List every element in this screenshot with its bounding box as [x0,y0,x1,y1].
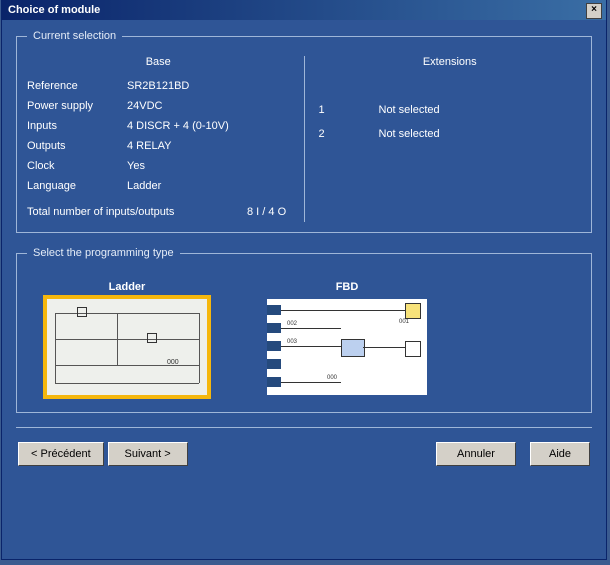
value-language: Ladder [127,176,290,196]
value-reference: SR2B121BD [127,76,290,96]
value-clock: Yes [127,156,290,176]
label-reference: Reference [27,76,127,96]
option-fbd[interactable]: FBD 002 [267,281,427,398]
base-column: Base Reference SR2B121BD Power supply 24… [27,56,290,222]
option-fbd-label: FBD [267,281,427,293]
close-icon[interactable]: × [586,3,602,19]
value-totals: 8 I / 4 O [247,202,290,222]
programming-type-legend: Select the programming type [27,247,180,259]
label-inputs: Inputs [27,116,127,136]
ladder-tag: 000 [167,359,179,366]
label-totals: Total number of inputs/outputs [27,202,247,222]
current-selection-legend: Current selection [27,30,122,42]
module-wizard-window: Choice of module × Current selection Bas… [1,0,607,560]
row-reference: Reference SR2B121BD [27,76,290,96]
help-button[interactable]: Aide [530,442,590,466]
fbd-thumbnail[interactable]: 002 003 000 001 [267,299,427,395]
wizard-button-row: < Précédent Suivant > Annuler Aide [16,438,592,466]
extension-row-2: 2 Not selected [319,122,582,146]
extension-row-1: 1 Not selected [319,98,582,122]
extension-2-index: 2 [319,122,379,146]
ladder-thumbnail[interactable]: 000 [47,299,207,395]
wizard-separator [16,427,592,428]
programming-type-group: Select the programming type Ladder [16,247,592,413]
value-power-supply: 24VDC [127,96,290,116]
row-inputs: Inputs 4 DISCR + 4 (0-10V) [27,116,290,136]
next-button[interactable]: Suivant > [108,442,188,466]
cancel-button[interactable]: Annuler [436,442,516,466]
label-language: Language [27,176,127,196]
label-power-supply: Power supply [27,96,127,116]
label-outputs: Outputs [27,136,127,156]
value-inputs: 4 DISCR + 4 (0-10V) [127,116,290,136]
row-outputs: Outputs 4 RELAY [27,136,290,156]
title-bar: Choice of module × [2,0,606,20]
current-selection-group: Current selection Base Reference SR2B121… [16,30,592,233]
row-clock: Clock Yes [27,156,290,176]
extensions-header: Extensions [319,56,582,68]
value-outputs: 4 RELAY [127,136,290,156]
row-language: Language Ladder [27,176,290,196]
extensions-column: Extensions 1 Not selected 2 Not selected [319,56,582,222]
base-header: Base [27,56,290,68]
prev-button[interactable]: < Précédent [18,442,104,466]
column-divider [304,56,305,222]
option-ladder-label: Ladder [47,281,207,293]
extension-1-state: Not selected [379,98,582,122]
row-power-supply: Power supply 24VDC [27,96,290,116]
label-clock: Clock [27,156,127,176]
window-title: Choice of module [8,4,100,16]
option-ladder[interactable]: Ladder 000 [47,281,207,398]
window-body: Current selection Base Reference SR2B121… [2,20,606,474]
extension-1-index: 1 [319,98,379,122]
row-totals: Total number of inputs/outputs 8 I / 4 O [27,202,290,222]
extension-2-state: Not selected [379,122,582,146]
